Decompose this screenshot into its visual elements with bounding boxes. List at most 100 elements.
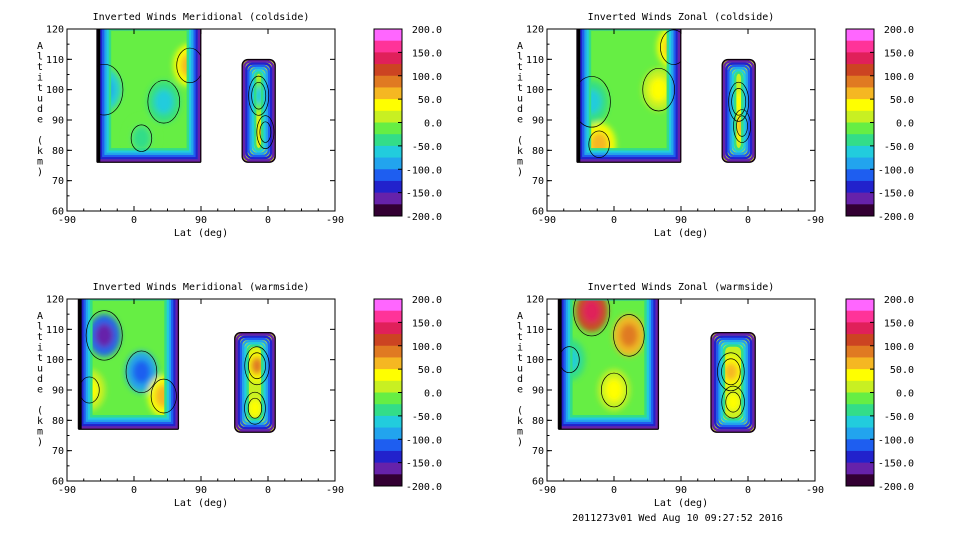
chart-title: Inverted Winds Meridional (coldside) <box>93 12 310 23</box>
contour-line <box>717 352 745 392</box>
edge-band <box>242 339 268 425</box>
edge-band <box>729 66 748 155</box>
colorbar-swatch <box>846 439 874 452</box>
y-tick-label: 110 <box>46 325 64 336</box>
x-axis-label: Lat (deg) <box>174 498 228 509</box>
colorbar-label: -150.0 <box>878 459 914 470</box>
colorbar-label: 100.0 <box>412 342 442 353</box>
edge-band <box>85 299 172 422</box>
contour-line <box>573 299 611 337</box>
y-tick-label: 120 <box>46 25 64 36</box>
contour-line <box>733 109 751 143</box>
colorbar-swatch <box>846 474 874 487</box>
timestamp-footer: 2011273v01 Wed Aug 10 09:27:52 2016 <box>572 513 783 524</box>
colorbar-label: -100.0 <box>878 165 914 176</box>
x-tick-label: 0 <box>611 485 617 496</box>
edge-band <box>579 29 678 160</box>
x-tick-label: 0 <box>131 215 137 226</box>
contour-line <box>248 75 270 116</box>
x-axis-label: Lat (deg) <box>654 498 708 509</box>
colorbar-label: -200.0 <box>878 212 914 223</box>
contour-line <box>247 397 263 419</box>
colorbar-label: -50.0 <box>884 412 914 423</box>
data-region <box>234 331 276 433</box>
edge-band <box>720 342 746 423</box>
contour-line <box>721 385 745 419</box>
edge-band <box>244 342 266 423</box>
edge-band <box>249 66 268 155</box>
x-tick-label: 0 <box>745 215 751 226</box>
colorbar-swatch <box>374 122 402 135</box>
contour-line <box>588 130 610 158</box>
contour-core <box>649 77 668 102</box>
edge-band <box>570 299 647 418</box>
data-region <box>557 298 660 430</box>
x-tick-label: 90 <box>675 485 687 496</box>
colorbar-swatch <box>374 169 402 182</box>
contour-line <box>85 310 123 361</box>
colorbar-label: -200.0 <box>878 482 914 493</box>
colorbar-label: 50.0 <box>890 95 914 106</box>
colorbar-label: 150.0 <box>412 48 442 59</box>
contour-line <box>259 121 272 143</box>
contour-core <box>723 362 738 381</box>
chart-title: Inverted Winds Zonal (coldside) <box>588 12 775 23</box>
colorbar-swatch <box>846 87 874 100</box>
colorbar-swatch <box>374 322 402 335</box>
contour-line <box>576 76 611 128</box>
colorbar-label: -50.0 <box>412 142 442 153</box>
colorbar: 200.0 150.0 100.0 50.0 0.0 -50.0 -100.0 -150.0 -… <box>373 25 442 223</box>
colorbar-label: 200.0 <box>884 25 914 36</box>
y-tick-label: 80 <box>532 146 544 157</box>
colorbar-label: 200.0 <box>412 295 442 306</box>
colorbar-swatch <box>846 157 874 170</box>
y-tick-label: 90 <box>52 386 64 397</box>
x-tick-label: -90 <box>806 485 824 496</box>
x-tick-label: -90 <box>58 215 76 226</box>
chart-panel-0: Inverted Winds Meridional (coldside) -90 0… <box>37 12 442 239</box>
colorbar-swatch <box>846 29 874 42</box>
colorbar-swatch <box>374 450 402 464</box>
colorbar-label: 50.0 <box>418 95 442 106</box>
x-tick-label: 0 <box>611 215 617 226</box>
colorbar-swatch <box>374 192 402 205</box>
y-tick-label: 120 <box>526 25 544 36</box>
edge-band <box>731 69 746 153</box>
colorbar-label: 150.0 <box>884 48 914 59</box>
edge-band <box>586 29 672 153</box>
edge-band <box>253 71 264 151</box>
contour-core <box>248 399 262 418</box>
edge-band <box>716 337 751 428</box>
colorbar-swatch <box>374 134 402 147</box>
edge-band <box>711 333 755 432</box>
y-tick-label: 60 <box>532 477 544 488</box>
contour-core <box>95 323 114 348</box>
x-tick-label: 0 <box>745 485 751 496</box>
colorbar-label: 100.0 <box>884 72 914 83</box>
colorbar-label: 200.0 <box>412 25 442 36</box>
contour-core <box>250 356 264 375</box>
contour-line <box>642 67 675 112</box>
colorbar-swatch <box>374 180 402 194</box>
chart-title: Inverted Winds Meridional (warmside) <box>93 282 310 293</box>
contour-line <box>256 115 275 149</box>
edge-band <box>106 29 192 153</box>
contour-core <box>620 323 638 348</box>
colorbar-swatch <box>846 180 874 194</box>
y-tick-label: 90 <box>532 116 544 127</box>
contour-line <box>721 358 741 386</box>
data-region <box>721 58 756 163</box>
colorbar-swatch <box>846 110 874 123</box>
edge-band <box>237 335 273 430</box>
colorbar-swatch <box>374 415 402 429</box>
edge-band <box>713 335 753 430</box>
y-tick-label: 90 <box>52 116 64 127</box>
contour-line <box>251 81 267 110</box>
colorbar-swatch <box>846 334 874 347</box>
colorbar-swatch <box>374 357 402 370</box>
region-outline <box>241 58 276 163</box>
x-tick-label: -90 <box>58 485 76 496</box>
colorbar-swatch <box>374 157 402 170</box>
